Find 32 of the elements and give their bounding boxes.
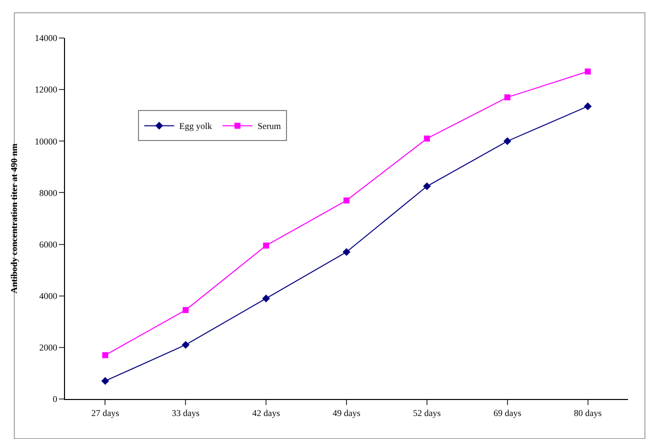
y-tick-label: 8000	[39, 188, 58, 198]
y-tick-label: 4000	[39, 291, 58, 302]
x-tick-label: 80 days	[574, 408, 602, 418]
x-tick-label: 69 days	[493, 408, 522, 418]
x-tick-label: 52 days	[413, 408, 442, 418]
y-tick-label: 6000	[39, 239, 58, 250]
legend-label: Egg yolk	[179, 121, 212, 132]
point	[182, 307, 189, 314]
y-tick-label: 14000	[34, 33, 58, 44]
y-axis-title: Antibody concentration titer at 490 nm	[9, 142, 20, 294]
point	[102, 352, 108, 358]
y-tick-label: 10000	[34, 136, 58, 146]
point	[344, 197, 350, 204]
point	[262, 294, 270, 302]
point	[584, 68, 591, 75]
y-tick-label: 2000	[39, 342, 58, 353]
point	[101, 377, 110, 385]
point	[182, 340, 190, 349]
legend-label: Serum	[257, 121, 281, 132]
point	[263, 242, 270, 249]
point	[584, 102, 592, 110]
point	[423, 182, 431, 190]
point	[503, 137, 512, 146]
x-tick-label: 49 days	[332, 408, 361, 418]
x-tick-label: 33 days	[172, 408, 200, 418]
y-tick-label: 0	[52, 394, 58, 404]
x-tick-label: 27 days	[91, 408, 120, 418]
point	[504, 94, 510, 100]
x-tick-label: 42 days	[252, 408, 280, 418]
y-tick-label: 12000	[34, 84, 58, 95]
point	[342, 248, 350, 256]
point	[424, 136, 430, 142]
